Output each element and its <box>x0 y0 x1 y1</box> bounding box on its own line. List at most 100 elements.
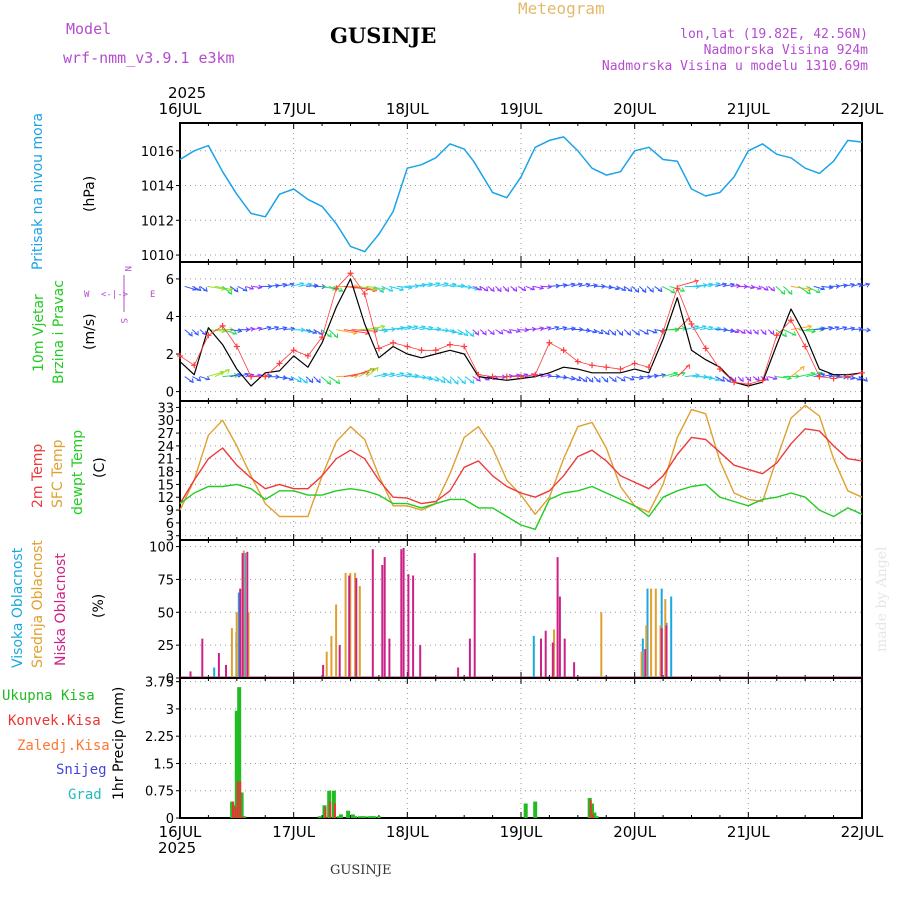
wind-arrow-head <box>326 380 331 386</box>
wind-arrow-head <box>454 379 459 385</box>
precip-title: 1hr Precip (mm) <box>111 687 127 800</box>
cloud-bar <box>371 549 374 678</box>
day-label: 19JUL <box>500 823 543 841</box>
cloud-panel: 0 25 50 75 100 <box>149 539 863 687</box>
wind-arrow-head <box>703 374 708 380</box>
wind-arrow <box>298 283 312 287</box>
cloud-bar <box>544 630 547 678</box>
wind-arrow <box>525 285 535 291</box>
wind-arrow-head <box>866 327 872 333</box>
wind-arrow-head <box>300 327 306 333</box>
gust-marker <box>503 373 510 380</box>
y-tick-label: 0 <box>166 812 174 827</box>
wind-arrow <box>707 376 720 381</box>
wind-arrow-head <box>858 326 864 332</box>
wind-arrow-head <box>372 287 378 293</box>
y-tick-label: 2 <box>166 348 174 363</box>
wind-arrow-head <box>605 330 610 336</box>
wind-arrow-head <box>588 377 594 383</box>
wind-arrow <box>540 374 552 378</box>
precip-bar <box>241 816 246 818</box>
gust-marker <box>802 343 809 350</box>
wind-arrow <box>828 326 839 331</box>
wind-arrow-head <box>290 326 296 332</box>
wind-arrow <box>851 376 861 381</box>
wind-arrow <box>798 372 815 378</box>
cloud-bar <box>558 596 561 678</box>
wind-arrow <box>661 285 675 294</box>
wind-arrow-head <box>194 330 199 336</box>
wind-arrow <box>548 326 559 331</box>
wind-arrow <box>351 329 378 332</box>
wind-arrow <box>275 283 287 287</box>
wind-arrow-head <box>634 288 640 293</box>
compass-arrows: <-|-> <box>101 290 129 300</box>
y-tick-label: 100 <box>149 541 174 556</box>
cloud-bar <box>338 645 341 678</box>
cloud-bar <box>659 625 662 678</box>
cloud-bar <box>230 628 233 678</box>
wind-arrow <box>298 329 312 333</box>
cloud-bar <box>532 635 535 678</box>
wind-arrow <box>343 329 370 334</box>
wind-arrow-head <box>282 375 288 380</box>
precip-bar <box>590 803 594 818</box>
gust-marker <box>177 352 183 359</box>
wind-arrow <box>389 285 404 291</box>
day-label: 20JUL <box>613 823 656 841</box>
wind-arrow-head <box>821 326 826 332</box>
wind-arrow <box>730 284 740 287</box>
wind-arrow <box>222 286 232 295</box>
precip-bar <box>592 812 597 818</box>
cloud-bar <box>247 612 250 678</box>
wind-arrow-head <box>769 330 775 336</box>
cloud-bar <box>646 588 649 678</box>
wind-arrow-head <box>228 286 234 292</box>
precip-bar <box>362 816 367 818</box>
wind-arrow <box>442 329 456 333</box>
gust-marker <box>830 375 837 382</box>
wind-arrow-head <box>764 376 769 381</box>
wind-arrow-head <box>815 288 821 294</box>
wind-arrow <box>419 327 433 331</box>
legend-snow: Snijeg <box>56 762 107 778</box>
wind-arrow <box>540 285 552 288</box>
wind-arrow-head <box>521 286 527 292</box>
precip-bar <box>594 816 599 818</box>
legend-conv-rain: Konvek.Kisa <box>8 713 101 729</box>
wind-arrow <box>290 376 302 383</box>
wind-arrow <box>662 372 678 378</box>
wind-arrow-head <box>374 366 379 372</box>
day-label: 16JUL <box>159 823 202 841</box>
gust-marker <box>645 364 652 371</box>
precip-bar <box>239 781 242 818</box>
wind-arrow-head <box>641 288 647 294</box>
cloud-bar <box>344 572 347 678</box>
gust-marker <box>219 322 226 329</box>
wind-arrow-head <box>547 284 553 290</box>
wind-arrow-head <box>474 330 479 336</box>
wind-arrow <box>813 285 825 290</box>
cloud-bar <box>551 642 554 678</box>
gust-marker <box>787 317 794 324</box>
wind-arrow-head <box>469 332 475 338</box>
cloud-bar <box>322 664 325 678</box>
wind-arrow <box>775 376 792 379</box>
wind-arrow-head <box>680 287 686 292</box>
precip-bar <box>317 816 322 818</box>
gust-marker <box>290 347 297 354</box>
wind-arrow <box>601 285 613 289</box>
precip-bar <box>358 816 362 818</box>
wind-arrow <box>798 329 816 333</box>
wind-arrow-head <box>188 331 193 337</box>
wind-arrow <box>366 367 379 377</box>
wind-arrow-head <box>275 283 280 289</box>
gust-marker <box>859 369 865 376</box>
compass-s: S <box>118 318 128 323</box>
cloud-unit: (%) <box>91 594 107 618</box>
wind-arrow-head <box>547 373 552 379</box>
wind-arrow-head <box>379 288 385 293</box>
wind-arrow-head <box>626 331 631 336</box>
panel-frame <box>179 677 863 819</box>
wind-arrow <box>245 374 254 378</box>
